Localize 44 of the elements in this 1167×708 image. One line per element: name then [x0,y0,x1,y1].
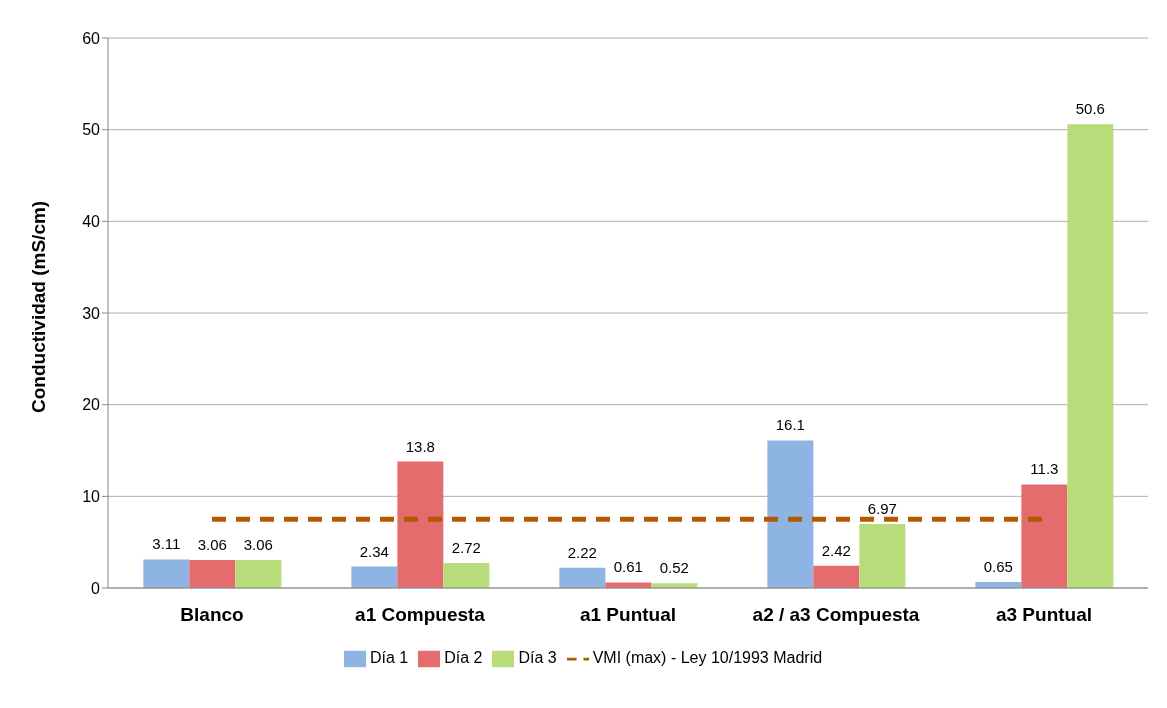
y-tick-label: 20 [82,396,101,414]
data-label: 2.34 [359,542,389,560]
x-tick-label: a1 Compuesta [355,604,486,626]
bar [143,559,190,588]
bar [859,524,906,588]
data-label: 2.22 [567,543,597,561]
y-tick-label: 10 [82,488,101,506]
y-tick-label: 0 [91,579,101,597]
bar [813,565,860,588]
data-label: 6.97 [867,500,897,518]
data-label: 0.65 [983,558,1013,576]
legend-label: Día 1 [369,649,409,667]
y-tick-label: 40 [82,213,101,231]
bar [1067,124,1114,588]
bar [767,440,814,588]
legend-label: Día 2 [444,649,483,667]
y-tick-label: 60 [82,29,101,47]
data-label: 50.6 [1075,100,1105,118]
bar [559,567,606,588]
data-label: 16.1 [775,416,805,434]
data-label: 11.3 [1030,460,1059,478]
data-label: 0.61 [613,558,643,576]
x-tick-label: Blanco [180,604,244,626]
bar [189,559,236,588]
bar [1021,484,1068,588]
legend-label: Día 3 [518,649,557,667]
y-axis-title: Conductividad (mS/cm) [27,200,49,413]
data-label: 3.06 [197,535,227,553]
data-label: 0.52 [659,559,689,577]
data-label: 2.72 [451,539,481,557]
data-label: 3.11 [152,535,181,553]
legend-label: VMI (max) - Ley 10/1993 Madrid [592,649,823,667]
y-tick-label: 50 [82,121,101,139]
bar [235,559,282,588]
x-tick-label: a2 / a3 Compuesta [752,604,920,626]
bar [443,563,490,588]
bar [351,566,398,588]
x-tick-label: a1 Puntual [579,604,677,626]
x-tick-label: a3 Puntual [995,604,1093,626]
bar [397,461,444,588]
data-label: 13.8 [405,437,435,455]
data-label: 2.42 [821,541,851,559]
data-label: 3.06 [243,535,273,553]
y-tick-label: 30 [82,304,101,322]
